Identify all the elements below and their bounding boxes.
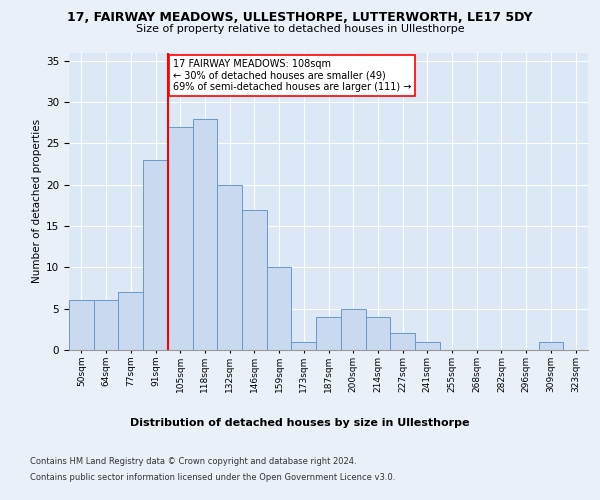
Bar <box>242 210 267 350</box>
Y-axis label: Number of detached properties: Number of detached properties <box>32 119 42 284</box>
Bar <box>539 342 563 350</box>
Text: Contains HM Land Registry data © Crown copyright and database right 2024.: Contains HM Land Registry data © Crown c… <box>30 458 356 466</box>
Bar <box>316 317 341 350</box>
Bar <box>365 317 390 350</box>
Text: 17 FAIRWAY MEADOWS: 108sqm
← 30% of detached houses are smaller (49)
69% of semi: 17 FAIRWAY MEADOWS: 108sqm ← 30% of deta… <box>173 59 411 92</box>
Bar <box>94 300 118 350</box>
Bar <box>267 268 292 350</box>
Bar <box>143 160 168 350</box>
Text: Contains public sector information licensed under the Open Government Licence v3: Contains public sector information licen… <box>30 472 395 482</box>
Text: 17, FAIRWAY MEADOWS, ULLESTHORPE, LUTTERWORTH, LE17 5DY: 17, FAIRWAY MEADOWS, ULLESTHORPE, LUTTER… <box>67 11 533 24</box>
Bar <box>69 300 94 350</box>
Bar <box>415 342 440 350</box>
Bar <box>118 292 143 350</box>
Bar <box>390 334 415 350</box>
Text: Distribution of detached houses by size in Ullesthorpe: Distribution of detached houses by size … <box>130 418 470 428</box>
Text: Size of property relative to detached houses in Ullesthorpe: Size of property relative to detached ho… <box>136 24 464 34</box>
Bar <box>193 118 217 350</box>
Bar <box>341 308 365 350</box>
Bar <box>168 127 193 350</box>
Bar <box>217 184 242 350</box>
Bar <box>292 342 316 350</box>
